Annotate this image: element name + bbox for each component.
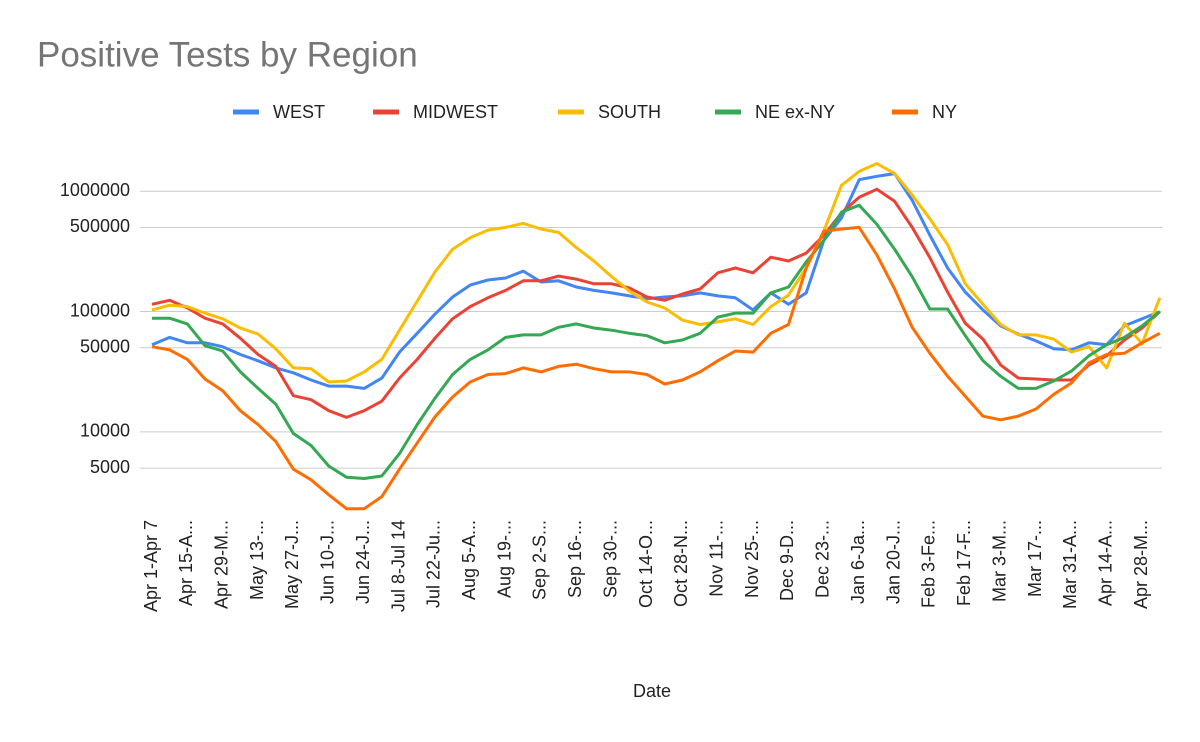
x-tick-label: Jun 10-J...: [318, 520, 338, 604]
x-tick-label: Jul 8-Jul 14: [388, 520, 408, 612]
chart-title: Positive Tests by Region: [37, 35, 418, 74]
x-tick-label: Mar 31-A...: [1060, 520, 1080, 609]
legend-label: NY: [932, 102, 957, 122]
legend-label: NE ex-NY: [755, 102, 835, 122]
x-tick-label: Feb 3-Fe...: [919, 520, 939, 608]
x-tick-label: Apr 14-A...: [1095, 520, 1115, 606]
y-tick-label: 100000: [70, 300, 130, 320]
x-tick-label: Jan 6-Ja...: [848, 520, 868, 604]
x-tick-label: Sep 2-S...: [530, 520, 550, 600]
x-tick-label: Dec 23-...: [813, 520, 833, 598]
legend-label: SOUTH: [598, 102, 661, 122]
legend-label: WEST: [273, 102, 325, 122]
x-tick-label: Sep 30-...: [600, 520, 620, 598]
x-tick-label: Sep 16-...: [565, 520, 585, 598]
y-tick-label: 500000: [70, 216, 130, 236]
x-tick-label: May 13-...: [247, 520, 267, 600]
x-tick-label: Dec 9-D...: [777, 520, 797, 601]
series-line: [151, 172, 1161, 390]
legend-label: MIDWEST: [413, 102, 498, 122]
x-tick-label: Apr 1-Apr 7: [141, 520, 161, 612]
y-tick-label: 5000: [90, 457, 130, 477]
x-tick-label: Nov 11-...: [707, 520, 727, 597]
series-line: [152, 203, 1161, 480]
y-tick-label: 10000: [80, 421, 130, 441]
x-tick-label: Apr 28-M...: [1131, 520, 1151, 609]
x-tick-label: Mar 17-...: [1025, 520, 1045, 597]
y-tick-label: 50000: [80, 337, 130, 357]
series-line: [151, 187, 1161, 419]
x-tick-label: May 27-J...: [282, 520, 302, 609]
x-tick-label: Apr 15-A...: [176, 520, 196, 606]
x-tick-label: Oct 14-O...: [636, 520, 656, 608]
x-tick-label: Oct 28-N...: [671, 520, 691, 607]
x-tick-label: Aug 19-...: [494, 520, 514, 598]
y-tick-label: 1000000: [60, 180, 130, 200]
x-tick-label: Feb 17-F...: [954, 520, 974, 606]
series-line: [151, 162, 1162, 384]
x-tick-label: Jul 22-Ju...: [424, 520, 444, 608]
x-axis-title: Date: [633, 681, 671, 701]
x-tick-label: Nov 25-...: [742, 520, 762, 598]
series-line: [151, 225, 1161, 511]
x-tick-label: Apr 29-M...: [211, 520, 231, 609]
x-tick-label: Jun 24-J...: [353, 520, 373, 604]
x-tick-label: Jan 20-J...: [883, 520, 903, 604]
x-tick-label: Mar 3-M...: [989, 520, 1009, 602]
x-tick-label: Aug 5-A...: [459, 520, 479, 600]
